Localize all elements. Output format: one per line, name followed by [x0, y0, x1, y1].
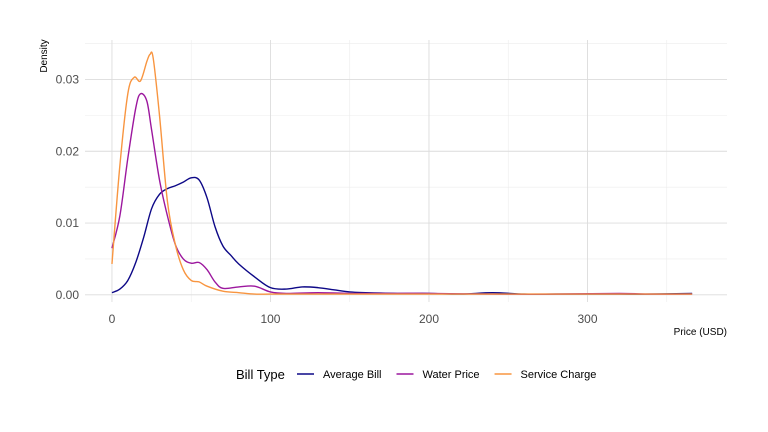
- legend-label-service-charge: Service Charge: [521, 369, 597, 381]
- legend-label-water-price: Water Price: [423, 369, 480, 381]
- y-tick-label: 0.00: [56, 288, 80, 302]
- tick-labels: 0 100 200 300 0.00 0.01 0.02 0.03: [56, 72, 598, 326]
- legend-title: Bill Type: [236, 367, 285, 382]
- legend-item-water-price: Water Price: [396, 369, 480, 381]
- series-line-service-charge: [111, 51, 693, 295]
- series-lines: [111, 51, 693, 295]
- legend-item-service-charge: Service Charge: [494, 369, 597, 381]
- x-axis-title: Price (USD): [674, 327, 727, 338]
- series-line-average-bill: [111, 176, 693, 295]
- y-axis-title: Density: [39, 39, 50, 72]
- legend-item-average-bill: Average Bill: [297, 369, 382, 381]
- y-tick-label: 0.01: [56, 216, 80, 230]
- legend: Bill Type Average Bill Water Price Service…: [236, 367, 596, 382]
- x-tick-label: 0: [109, 312, 116, 326]
- y-tick-label: 0.03: [56, 72, 80, 86]
- legend-items: Average Bill Water Price Service Charge: [297, 369, 596, 381]
- series-line-water-price: [111, 92, 693, 295]
- legend-label-average-bill: Average Bill: [323, 369, 382, 381]
- x-tick-label: 100: [260, 312, 280, 326]
- grid-lines: [85, 40, 727, 302]
- y-tick-label: 0.02: [56, 144, 80, 158]
- x-tick-label: 300: [577, 312, 597, 326]
- x-tick-label: 200: [419, 312, 439, 326]
